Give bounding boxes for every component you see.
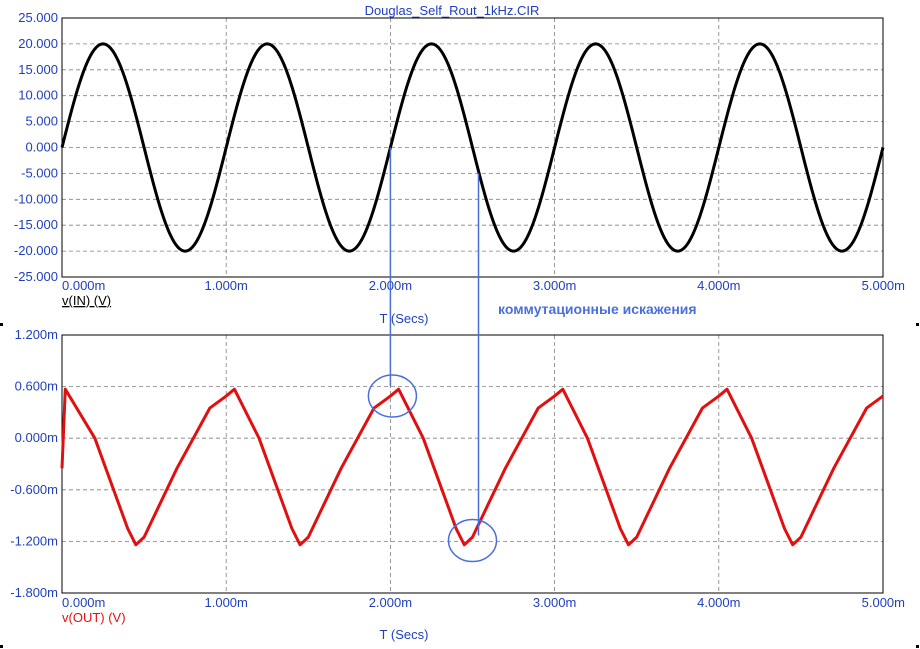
bottom-series-group xyxy=(60,387,884,547)
corner-mark xyxy=(916,645,919,648)
bottom-x-axis-label: T (Secs) xyxy=(380,627,429,642)
top-y-tick-labels: 25.000 20.000 15.000 10.000 5.000 0.000 -5.000… xyxy=(14,10,58,284)
x-tick-label: 1.000m xyxy=(205,278,248,293)
y-tick-label: -1.800m xyxy=(10,585,58,600)
chart-title: Douglas_Self_Rout_1kHz.CIR xyxy=(365,3,540,18)
y-tick-label: -15.000 xyxy=(14,217,58,232)
x-tick-label: 2.000m xyxy=(369,595,412,610)
x-tick-label: 5.000m xyxy=(862,278,905,293)
x-tick-label: 5.000m xyxy=(862,595,905,610)
y-tick-label: -10.000 xyxy=(14,191,58,206)
top-x-axis-label: T (Secs) xyxy=(380,311,429,326)
y-tick-label: 5.000 xyxy=(25,114,58,129)
y-tick-label: -0.600m xyxy=(10,482,58,497)
y-tick-label: 0.600m xyxy=(15,379,58,394)
corner-mark xyxy=(0,323,3,326)
top-y-axis-label: v(IN) (V) xyxy=(62,293,111,308)
x-tick-label: 0.000m xyxy=(62,278,105,293)
bottom-plot-grid xyxy=(62,335,883,593)
bottom-x-tick-labels: 0.000m 1.000m 2.000m 3.000m 4.000m 5.000m xyxy=(62,595,905,610)
x-tick-label: 4.000m xyxy=(697,595,740,610)
top-series-group xyxy=(60,42,885,253)
bottom-y-axis-label: v(OUT) (V) xyxy=(62,610,126,625)
y-tick-label: -1.200m xyxy=(10,533,58,548)
series-line xyxy=(60,42,885,253)
annotation-circle xyxy=(447,518,498,563)
series-line xyxy=(60,387,884,547)
y-tick-label: 10.000 xyxy=(18,88,58,103)
y-tick-label: 0.000m xyxy=(15,430,58,445)
x-tick-label: 4.000m xyxy=(697,278,740,293)
y-tick-label: 20.000 xyxy=(18,36,58,51)
x-tick-label: 3.000m xyxy=(533,278,576,293)
annotation-circle xyxy=(367,374,418,418)
crossover-annotation xyxy=(367,147,498,563)
x-tick-label: 0.000m xyxy=(62,595,105,610)
y-tick-label: 15.000 xyxy=(18,62,58,77)
bottom-y-tick-labels: 1.200m 0.600m 0.000m -0.600m -1.200m -1.800m xyxy=(10,327,58,600)
y-tick-label: -25.000 xyxy=(14,269,58,284)
y-tick-label: 1.200m xyxy=(15,327,58,342)
corner-mark xyxy=(0,645,3,648)
x-tick-label: 1.000m xyxy=(205,595,248,610)
corner-mark xyxy=(916,323,919,326)
y-tick-label: 0.000 xyxy=(25,140,58,155)
top-x-tick-labels: 0.000m 1.000m 2.000m 3.000m 4.000m 5.000m xyxy=(62,278,905,293)
x-tick-label: 3.000m xyxy=(533,595,576,610)
y-tick-label: -20.000 xyxy=(14,243,58,258)
y-tick-label: -5.000 xyxy=(21,165,58,180)
annotation-text: коммутационные искажения xyxy=(498,301,697,317)
y-tick-label: 25.000 xyxy=(18,10,58,25)
